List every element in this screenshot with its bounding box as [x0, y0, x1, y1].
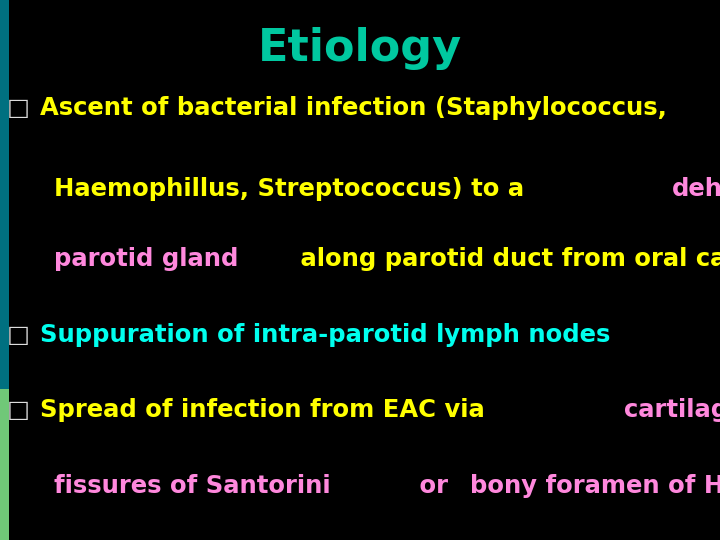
- Text: Haemophillus, Streptococcus) to a: Haemophillus, Streptococcus) to a: [54, 177, 533, 201]
- Text: or: or: [411, 474, 456, 498]
- Text: along parotid duct from oral cavity: along parotid duct from oral cavity: [292, 247, 720, 271]
- Text: Etiology: Etiology: [258, 27, 462, 70]
- Text: Suppuration of intra-parotid lymph nodes: Suppuration of intra-parotid lymph nodes: [40, 323, 610, 347]
- Text: fissures of Santorini: fissures of Santorini: [54, 474, 330, 498]
- Text: □: □: [6, 399, 30, 422]
- Text: bony foramen of Huschke: bony foramen of Huschke: [469, 474, 720, 498]
- Text: cartilaginous: cartilaginous: [624, 399, 720, 422]
- Text: Spread of infection from EAC via: Spread of infection from EAC via: [40, 399, 493, 422]
- Text: parotid gland: parotid gland: [54, 247, 238, 271]
- Text: Ascent of bacterial infection (Staphylococcus,: Ascent of bacterial infection (Staphyloc…: [40, 96, 667, 120]
- Text: □: □: [6, 323, 30, 347]
- FancyBboxPatch shape: [0, 389, 9, 540]
- Text: dehydrated: dehydrated: [672, 177, 720, 201]
- Text: □: □: [6, 96, 30, 120]
- FancyBboxPatch shape: [0, 0, 9, 389]
